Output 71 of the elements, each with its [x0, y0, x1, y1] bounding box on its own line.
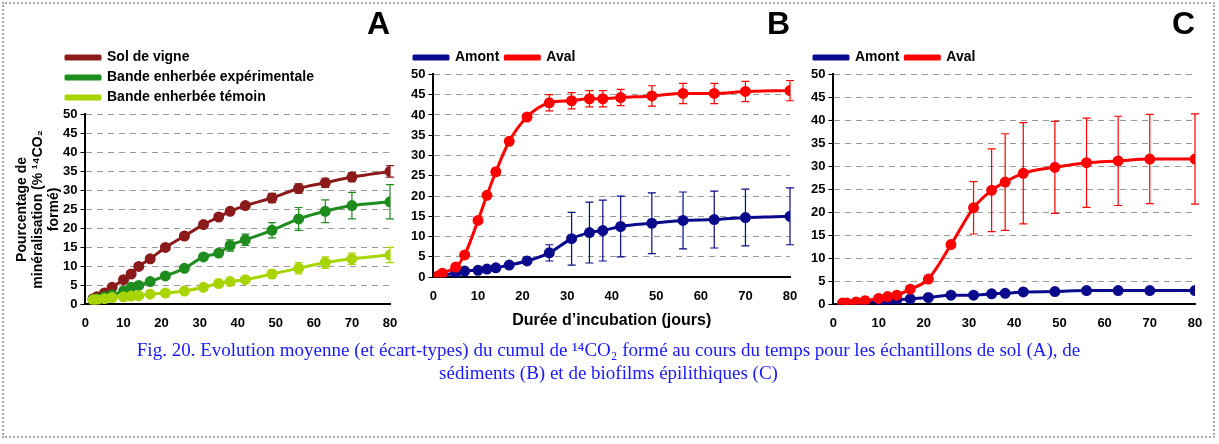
y-tick-label: 30: [410, 147, 426, 163]
x-tick-label: 60: [306, 314, 322, 330]
x-tick-label: 40: [1007, 314, 1022, 330]
legend-label: Amont: [455, 48, 500, 65]
y-tick-label: 20: [62, 219, 78, 235]
legend-label: Sol de vigne: [107, 48, 190, 65]
x-axis-title: Durée d’incubation (jours): [512, 310, 712, 328]
x-tick-label: 40: [230, 314, 245, 330]
y-tick-label: 25: [410, 167, 426, 183]
x-tick-label: 10: [116, 314, 131, 330]
chart-title: A: [366, 5, 390, 42]
y-tick-label: 10: [410, 228, 426, 244]
y-tick-label: 30: [62, 181, 78, 197]
x-tick-label: 80: [782, 287, 798, 303]
y-tick-label: 35: [410, 126, 426, 142]
y-tick-label: 5: [818, 272, 826, 288]
legend-label: Bande enherbée témoin: [107, 88, 266, 105]
y-tick-label: 5: [70, 276, 78, 292]
x-tick-label: 20: [916, 314, 932, 330]
legend-label: Aval: [946, 48, 976, 65]
x-tick-label: 60: [1097, 314, 1112, 330]
y-tick-label: 15: [810, 226, 826, 242]
x-tick-label: 0: [829, 314, 838, 330]
y-tick-label: 45: [410, 86, 426, 102]
x-tick-label: 50: [1052, 314, 1067, 330]
x-tick-label: 80: [1187, 314, 1203, 330]
x-tick-label: 70: [738, 287, 753, 303]
y-tick-label: 50: [810, 65, 826, 81]
caption: Fig. 20. Evolution moyenne (et écart-types) du cumul de ¹⁴CO₂ formé au cours du temps pour les échantillons de sol (A), de sédiments (B) et de biofilms épilithiques (C): [135, 338, 1082, 384]
chart-title: B: [766, 5, 790, 42]
x-tick-label: 50: [268, 314, 284, 330]
y-tick-label: 5: [418, 248, 426, 264]
y-tick-label: 40: [410, 106, 426, 122]
y-tick-label: 40: [810, 111, 826, 127]
x-tick-label: 0: [81, 314, 90, 330]
legend-label: Aval: [546, 48, 576, 65]
y-tick-label: 40: [62, 143, 78, 159]
y-tick-label: 30: [810, 157, 826, 173]
x-tick-label: 10: [871, 314, 886, 330]
y-tick-label: 10: [810, 249, 826, 265]
x-tick-label: 70: [344, 314, 360, 330]
y-tick-label: 20: [410, 187, 426, 203]
x-tick-label: 0: [429, 287, 438, 303]
y-tick-label: 35: [810, 134, 826, 150]
y-tick-label: 45: [62, 124, 78, 140]
y-tick-label: 25: [62, 200, 78, 216]
x-tick-label: 20: [154, 314, 169, 330]
x-tick-label: 40: [604, 287, 619, 303]
x-tick-label: 30: [192, 314, 207, 330]
chart-title: C: [1171, 5, 1195, 42]
y-tick-label: 15: [62, 238, 78, 254]
x-tick-label: 60: [693, 287, 709, 303]
x-tick-label: 30: [559, 287, 575, 303]
y-tick-label: 20: [810, 203, 826, 219]
x-tick-label: 30: [961, 314, 977, 330]
x-tick-label: 10: [470, 287, 486, 303]
y-tick-label: 45: [810, 88, 826, 104]
x-tick-label: 20: [515, 287, 530, 303]
y-tick-label: 10: [62, 257, 78, 273]
y-axis-title: Pourcentage de minéralisation (% ¹⁴CO₂ formé): [12, 130, 61, 289]
y-tick-label: 50: [410, 65, 426, 81]
y-tick-label: 35: [62, 162, 78, 178]
y-tick-label: 25: [810, 180, 826, 196]
x-tick-label: 80: [382, 314, 398, 330]
x-tick-label: 70: [1142, 314, 1158, 330]
y-tick-label: 50: [62, 105, 78, 121]
legend-label: Bande enherbée expérimentale: [107, 68, 315, 85]
y-tick-label: 15: [410, 207, 426, 223]
y-tick-label: 0: [418, 268, 426, 284]
x-tick-label: 50: [649, 287, 664, 303]
legend-label: Amont: [855, 48, 900, 65]
